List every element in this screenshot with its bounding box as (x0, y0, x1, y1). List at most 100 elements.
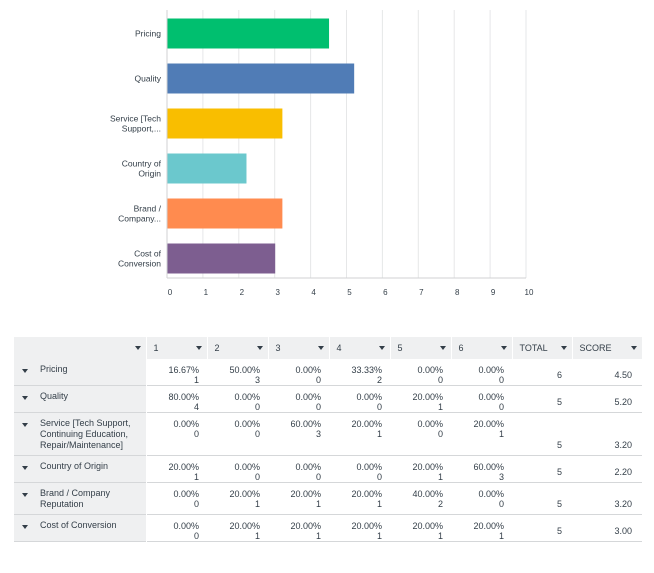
cell-percent: 20.00% (473, 419, 504, 429)
score-value: 3.20 (614, 440, 632, 450)
table-cell: 0.00% 0 (207, 386, 268, 413)
score-cell: 5.20 (572, 386, 642, 413)
column-header[interactable]: 4 (328, 337, 390, 359)
category-label: Origin (138, 169, 161, 179)
category-label: Pricing (135, 29, 161, 39)
cell-percent: 33.33% (351, 365, 382, 375)
cell-percent: 0.00% (173, 489, 199, 499)
score-value: 4.50 (614, 369, 632, 380)
chevron-down-icon (256, 346, 263, 350)
table-row: Brand / Company Reputation 0.00% 0 20.00% 1 2… (14, 482, 642, 515)
bar[interactable] (167, 63, 355, 94)
row-header[interactable]: Brand / Company Reputation (14, 482, 147, 515)
chevron-down-icon[interactable] (22, 466, 28, 470)
cell-percent: 0.00% (356, 462, 382, 472)
bar-chart: 0 1 2 3 4 5 6 7 8 9 10 Pricing Quality Service [TechS… (110, 10, 534, 297)
table-cell: 0.00% 0 (451, 483, 512, 515)
x-tick-label: 1 (204, 288, 209, 297)
score-value: 3.20 (614, 499, 632, 509)
column-header[interactable]: 1 (145, 337, 207, 359)
column-header[interactable]: 3 (267, 337, 329, 359)
chevron-down-icon (631, 346, 637, 350)
row-header[interactable]: Service [Tech Support, Continuing Educat… (14, 412, 147, 456)
cell-count: 3 (315, 429, 321, 439)
bar[interactable] (167, 18, 330, 49)
table-row: Country of Origin 20.00% 1 0.00% 0 0.00% 0 0.00… (14, 455, 642, 483)
column-header[interactable]: 2 (206, 337, 268, 359)
cell-percent: 20.00% (412, 462, 443, 472)
total-cell: 5 (512, 413, 572, 456)
bar[interactable] (167, 243, 276, 274)
row-label: Country of Origin (40, 461, 109, 471)
row-header[interactable]: Pricing (14, 359, 147, 386)
table-cell: 20.00% 1 (268, 483, 329, 515)
column-header-label: 2 (214, 343, 220, 353)
category-label: Service [Tech (110, 114, 161, 124)
bar[interactable] (167, 198, 283, 229)
row-label: Brand / Company Reputation (40, 488, 111, 509)
chevron-down-icon[interactable] (22, 525, 28, 529)
column-header[interactable]: 5 (389, 337, 451, 359)
column-header[interactable]: 6 (450, 337, 512, 359)
cell-percent: 0.00% (295, 365, 321, 375)
x-tick-label: 3 (275, 288, 280, 297)
chevron-down-icon (560, 346, 567, 350)
row-header[interactable]: Cost of Conversion (14, 514, 147, 542)
x-tick-label: 8 (455, 288, 460, 297)
score-cell: 2.20 (572, 456, 642, 483)
row-header[interactable]: Quality (14, 385, 147, 413)
x-tick-label: 0 (168, 288, 173, 297)
cell-percent: 20.00% (229, 489, 260, 499)
cell-percent: 50.00% (229, 365, 260, 375)
results-table: 1 2 3 4 5 6 TOTAL SCORE Pricing 16.67% 1 50… (14, 337, 642, 542)
score-column-header[interactable]: SCORE (571, 337, 642, 359)
table-cell: 0.00% 0 (268, 456, 329, 483)
chevron-down-icon (500, 346, 507, 350)
row-header-column-dropdown[interactable] (14, 337, 146, 359)
cell-percent: 0.00% (173, 521, 199, 531)
cell-count: 1 (376, 499, 382, 509)
cell-percent: 20.00% (168, 462, 199, 472)
chevron-down-icon[interactable] (22, 423, 28, 427)
table-cell: 0.00% 0 (268, 386, 329, 413)
cell-percent: 20.00% (473, 521, 504, 531)
cell-count: 1 (193, 375, 199, 385)
table-cell: 0.00% 0 (207, 456, 268, 483)
chevron-down-icon[interactable] (22, 396, 28, 400)
total-column-header[interactable]: TOTAL (511, 337, 572, 359)
cell-count: 2 (437, 499, 443, 509)
column-header-label: 6 (458, 343, 464, 353)
chevron-down-icon (134, 346, 141, 350)
cell-count: 1 (376, 531, 382, 541)
cell-count: 1 (437, 531, 443, 541)
cell-percent: 0.00% (417, 365, 443, 375)
category-label: Brand / (134, 204, 162, 214)
x-tick-label: 2 (240, 288, 245, 297)
bar[interactable] (167, 108, 283, 139)
chevron-down-icon (378, 346, 385, 350)
category-label: Conversion (118, 259, 161, 269)
total-cell: 5 (512, 386, 572, 413)
cell-count: 0 (437, 375, 443, 385)
table-row: Service [Tech Support, Continuing Educat… (14, 412, 642, 456)
bar[interactable] (167, 153, 247, 184)
chevron-down-icon[interactable] (22, 369, 28, 373)
cell-count: 0 (498, 402, 504, 412)
chevron-down-icon[interactable] (22, 493, 28, 497)
cell-percent: 0.00% (356, 392, 382, 402)
x-tick-label: 4 (311, 288, 316, 297)
table-cell: 20.00% 1 (390, 456, 451, 483)
table-cell: 20.00% 1 (329, 483, 390, 515)
cell-count: 0 (376, 402, 382, 412)
total-value: 5 (556, 440, 562, 450)
total-cell: 5 (512, 483, 572, 515)
cell-count: 1 (376, 429, 382, 439)
table-cell: 20.00% 1 (390, 515, 451, 542)
table-cell: 60.00% 3 (451, 456, 512, 483)
column-header-label: 5 (397, 343, 403, 353)
row-label: Pricing (40, 364, 68, 374)
table-cell: 60.00% 3 (268, 413, 329, 456)
row-header[interactable]: Country of Origin (14, 455, 147, 483)
cell-percent: 20.00% (290, 489, 321, 499)
total-cell: 5 (512, 515, 572, 542)
